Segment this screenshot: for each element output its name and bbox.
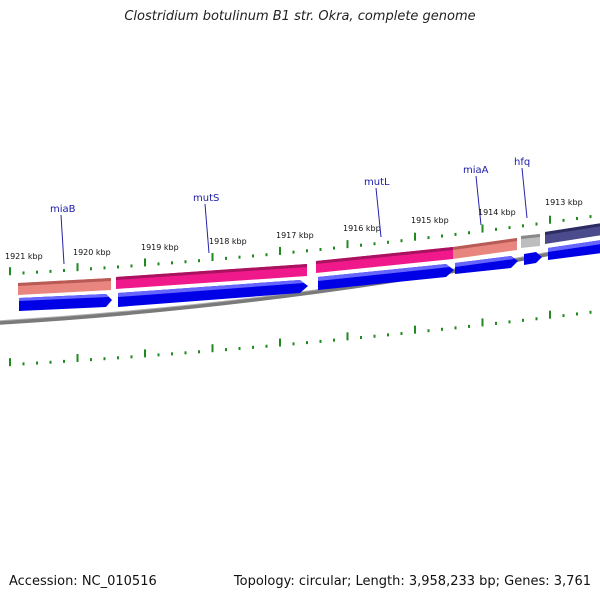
kbp-labels: 1921 kbp 1920 kbp 1919 kbp 1918 kbp 1917…	[5, 198, 583, 261]
cds-arrow-hfq[interactable]	[524, 252, 542, 265]
map-title: Clostridium botulinum B1 str. Okra, comp…	[124, 9, 476, 24]
feature-track	[18, 223, 600, 295]
cds-track	[19, 240, 600, 311]
kbp-label: 1921 kbp	[5, 252, 43, 261]
accession-label: Accession: NC_010516	[9, 574, 157, 589]
kbp-label: 1915 kbp	[411, 216, 449, 225]
cds-arrow-mutL[interactable]	[318, 264, 454, 290]
kbp-label: 1918 kbp	[209, 237, 247, 246]
gene-label-miaB[interactable]: miaB	[50, 204, 76, 215]
kbp-label: 1914 kbp	[478, 208, 516, 217]
kbp-label: 1917 kbp	[276, 231, 314, 240]
gene-label-mutL[interactable]: mutL	[364, 177, 390, 188]
gene-label-hfq[interactable]: hfq	[514, 157, 530, 168]
outer-scale-ticks	[9, 215, 592, 276]
kbp-label: 1916 kbp	[343, 224, 381, 233]
kbp-label: 1920 kbp	[73, 248, 111, 257]
kbp-label: 1919 kbp	[141, 243, 179, 252]
kbp-label: 1913 kbp	[545, 198, 583, 207]
gene-label-mutS[interactable]: mutS	[193, 193, 219, 204]
gene-labels: miaB mutS mutL miaA hfq	[50, 157, 530, 215]
feature-next-gene[interactable]	[545, 223, 600, 244]
gene-label-miaA[interactable]: miaA	[463, 165, 489, 176]
cds-arrow-mutS[interactable]	[118, 280, 308, 307]
gene-leaders	[60, 167, 528, 265]
genome-summary: Topology: circular; Length: 3,958,233 bp…	[233, 574, 591, 589]
inner-scale-ticks	[9, 310, 592, 367]
genome-backbone	[0, 241, 600, 325]
